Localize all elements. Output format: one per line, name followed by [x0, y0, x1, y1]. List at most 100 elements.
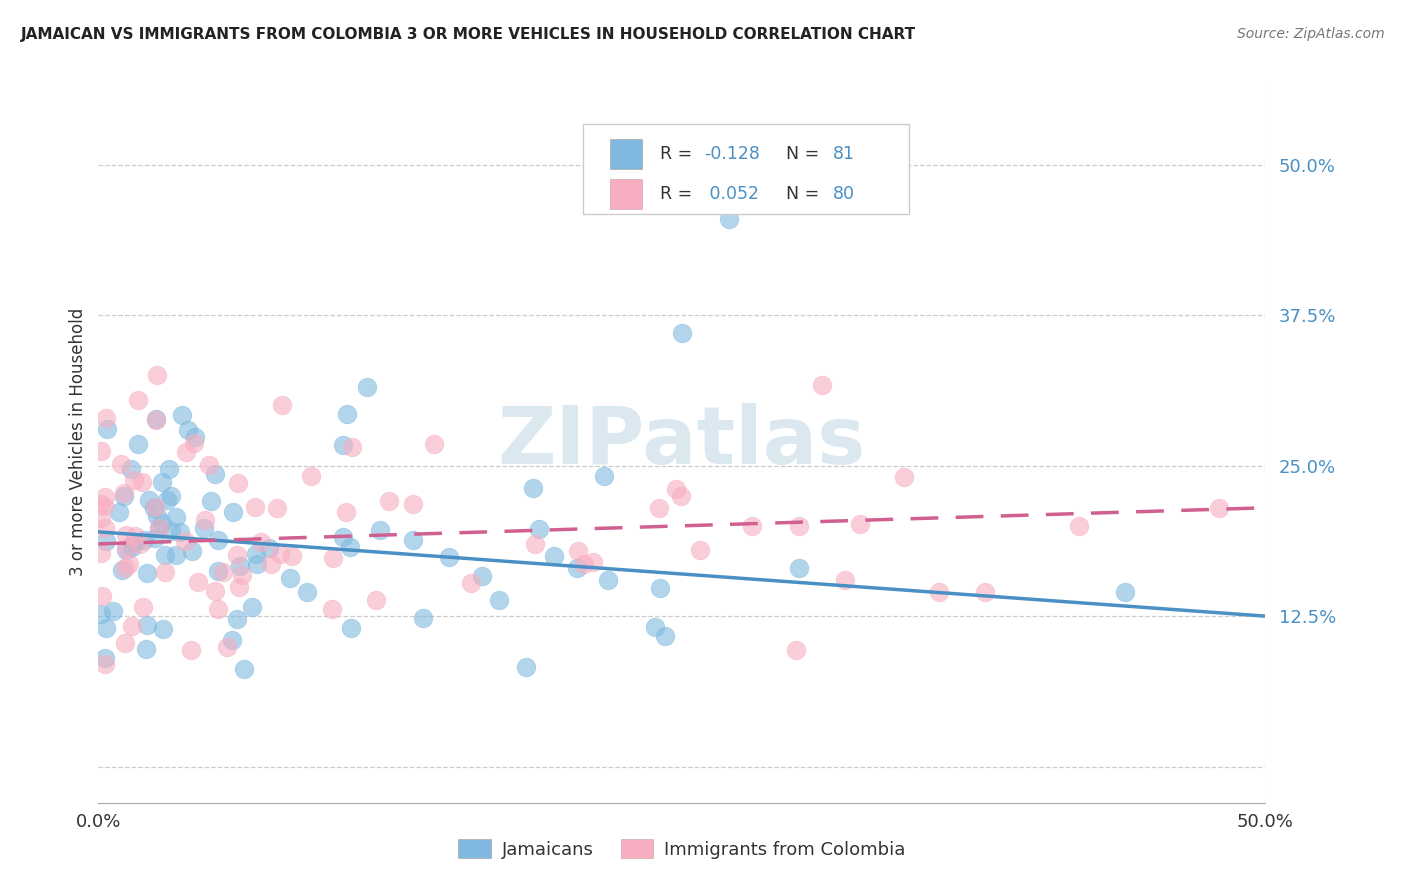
Point: [115, 543, 138, 558]
Point: [136, 617, 159, 632]
Text: R =: R =: [659, 185, 697, 202]
Point: [299, 469, 322, 483]
Point: [180, 642, 202, 657]
Point: [177, 423, 200, 437]
Point: [849, 517, 872, 532]
Point: [1208, 500, 1230, 515]
Point: [647, 500, 669, 515]
Point: [269, 548, 291, 562]
Text: Source: ZipAtlas.com: Source: ZipAtlas.com: [1237, 27, 1385, 41]
Point: [378, 493, 401, 508]
Point: [215, 640, 238, 654]
Point: [280, 549, 302, 564]
Point: [94, 657, 117, 672]
Point: [567, 544, 589, 558]
Point: [644, 620, 666, 634]
Point: [174, 534, 197, 549]
Point: [184, 430, 207, 444]
Text: ZIPatlas: ZIPatlas: [498, 402, 866, 481]
Bar: [610, 138, 643, 169]
Point: [114, 541, 136, 556]
Point: [169, 524, 191, 539]
Point: [260, 557, 283, 571]
Point: [150, 475, 173, 489]
Point: [340, 440, 363, 454]
Point: [111, 564, 134, 578]
Point: [336, 407, 359, 421]
Point: [135, 641, 157, 656]
Point: [582, 556, 605, 570]
Point: [145, 412, 167, 426]
Point: [143, 500, 166, 514]
Point: [90, 497, 112, 511]
Point: [402, 533, 425, 547]
Point: [270, 398, 292, 412]
Point: [689, 543, 711, 558]
Point: [221, 632, 243, 647]
Point: [671, 326, 693, 340]
Point: [94, 490, 117, 504]
Point: [160, 489, 183, 503]
Point: [249, 534, 271, 549]
Point: [332, 438, 354, 452]
Point: [148, 521, 170, 535]
Point: [1067, 518, 1090, 533]
Point: [340, 621, 363, 635]
Point: [543, 549, 565, 563]
Point: [122, 535, 145, 549]
Point: [160, 524, 183, 538]
Point: [523, 537, 546, 551]
Point: [118, 557, 141, 571]
Point: [146, 509, 169, 524]
Point: [322, 551, 344, 566]
Point: [593, 468, 616, 483]
Point: [356, 380, 378, 394]
Text: R =: R =: [659, 145, 697, 163]
Y-axis label: 3 or more Vehicles in Household: 3 or more Vehicles in Household: [69, 308, 87, 575]
Point: [332, 530, 354, 544]
Point: [145, 412, 167, 426]
Point: [204, 583, 226, 598]
Point: [231, 567, 253, 582]
Point: [335, 505, 357, 519]
Point: [741, 518, 763, 533]
Point: [143, 531, 166, 545]
Point: [522, 481, 544, 495]
Point: [194, 512, 217, 526]
Point: [93, 521, 115, 535]
Point: [893, 469, 915, 483]
Point: [204, 467, 226, 481]
Point: [90, 546, 112, 560]
Point: [90, 510, 112, 524]
Point: [146, 368, 169, 383]
Point: [134, 533, 156, 547]
Point: [1114, 585, 1136, 599]
Point: [170, 408, 193, 422]
Point: [114, 636, 136, 650]
Point: [94, 651, 117, 665]
Point: [181, 543, 204, 558]
Point: [128, 537, 150, 551]
Point: [90, 444, 112, 458]
Point: [115, 527, 138, 541]
Point: [366, 593, 388, 607]
Bar: [610, 178, 643, 209]
Point: [787, 518, 810, 533]
Point: [228, 580, 250, 594]
Text: 81: 81: [832, 145, 855, 163]
Point: [155, 492, 177, 507]
Point: [198, 458, 221, 472]
FancyBboxPatch shape: [582, 124, 910, 214]
Point: [787, 561, 810, 575]
Point: [153, 548, 176, 562]
Point: [127, 437, 149, 451]
Point: [153, 565, 176, 579]
Point: [529, 522, 551, 536]
Point: [423, 437, 446, 451]
Point: [259, 541, 281, 555]
Point: [96, 422, 118, 436]
Point: [648, 581, 671, 595]
Point: [460, 575, 482, 590]
Point: [148, 520, 170, 534]
Point: [243, 500, 266, 514]
